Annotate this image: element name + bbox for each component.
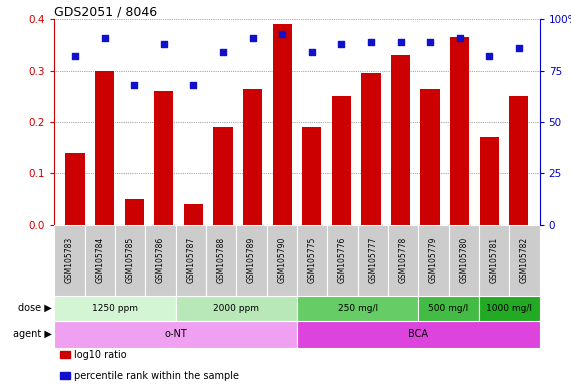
Bar: [124, 199, 144, 225]
FancyBboxPatch shape: [176, 296, 297, 321]
Bar: [450, 37, 469, 225]
FancyBboxPatch shape: [479, 225, 509, 296]
Point: [455, 35, 464, 41]
FancyBboxPatch shape: [327, 225, 357, 296]
Point: [70, 53, 79, 59]
Bar: [391, 55, 410, 225]
Text: GSM105789: GSM105789: [247, 237, 256, 283]
Bar: [65, 153, 85, 225]
Bar: [95, 71, 114, 225]
FancyBboxPatch shape: [115, 225, 145, 296]
Point: [425, 39, 435, 45]
Point: [159, 41, 168, 47]
Bar: [480, 137, 499, 225]
Text: GSM105776: GSM105776: [338, 237, 347, 283]
Text: GSM105787: GSM105787: [186, 237, 195, 283]
Point: [307, 49, 316, 55]
FancyBboxPatch shape: [145, 225, 176, 296]
Text: 2000 ppm: 2000 ppm: [213, 304, 259, 313]
Text: GSM105781: GSM105781: [489, 237, 498, 283]
Bar: [243, 89, 262, 225]
Bar: [361, 73, 380, 225]
Text: GSM105784: GSM105784: [95, 237, 104, 283]
Text: 250 mg/l: 250 mg/l: [337, 304, 377, 313]
Point: [248, 35, 257, 41]
Point: [130, 82, 139, 88]
FancyBboxPatch shape: [449, 225, 479, 296]
Text: GSM105775: GSM105775: [308, 237, 316, 283]
FancyBboxPatch shape: [297, 321, 540, 348]
Text: GSM105788: GSM105788: [216, 237, 226, 283]
Text: GSM105778: GSM105778: [399, 237, 408, 283]
FancyBboxPatch shape: [297, 225, 327, 296]
Bar: [332, 96, 351, 225]
Text: 1250 ppm: 1250 ppm: [92, 304, 138, 313]
Text: log10 ratio: log10 ratio: [74, 350, 127, 360]
FancyBboxPatch shape: [206, 225, 236, 296]
Text: GSM105780: GSM105780: [459, 237, 468, 283]
Point: [218, 49, 227, 55]
FancyBboxPatch shape: [297, 296, 418, 321]
Text: GSM105783: GSM105783: [65, 237, 74, 283]
Point: [337, 41, 346, 47]
FancyBboxPatch shape: [418, 225, 449, 296]
Text: GSM105782: GSM105782: [520, 237, 529, 283]
FancyBboxPatch shape: [388, 225, 418, 296]
Bar: [509, 96, 529, 225]
Text: GSM105779: GSM105779: [429, 237, 438, 283]
Text: GSM105786: GSM105786: [156, 237, 165, 283]
FancyBboxPatch shape: [54, 321, 297, 348]
FancyBboxPatch shape: [418, 296, 479, 321]
Text: GSM105785: GSM105785: [126, 237, 135, 283]
Bar: [272, 24, 292, 225]
Point: [485, 53, 494, 59]
Bar: [154, 91, 174, 225]
FancyBboxPatch shape: [54, 225, 85, 296]
FancyBboxPatch shape: [479, 296, 540, 321]
FancyBboxPatch shape: [85, 225, 115, 296]
Point: [514, 45, 524, 51]
FancyBboxPatch shape: [54, 296, 176, 321]
Text: o-NT: o-NT: [164, 329, 187, 339]
Point: [278, 30, 287, 36]
FancyBboxPatch shape: [176, 225, 206, 296]
Point: [396, 39, 405, 45]
Text: BCA: BCA: [408, 329, 428, 339]
FancyBboxPatch shape: [357, 225, 388, 296]
Point: [367, 39, 376, 45]
Text: 1000 mg/l: 1000 mg/l: [486, 304, 532, 313]
FancyBboxPatch shape: [267, 225, 297, 296]
Text: GSM105777: GSM105777: [368, 237, 377, 283]
Text: GSM105790: GSM105790: [278, 237, 286, 283]
Text: 500 mg/l: 500 mg/l: [428, 304, 469, 313]
Bar: [214, 127, 232, 225]
Point: [189, 82, 198, 88]
FancyBboxPatch shape: [509, 225, 540, 296]
Bar: [420, 89, 440, 225]
Bar: [184, 204, 203, 225]
FancyBboxPatch shape: [236, 225, 267, 296]
Text: GDS2051 / 8046: GDS2051 / 8046: [54, 5, 158, 18]
Bar: [302, 127, 321, 225]
Text: percentile rank within the sample: percentile rank within the sample: [74, 371, 239, 381]
Text: dose ▶: dose ▶: [18, 303, 51, 313]
Point: [100, 35, 109, 41]
Text: agent ▶: agent ▶: [13, 329, 51, 339]
